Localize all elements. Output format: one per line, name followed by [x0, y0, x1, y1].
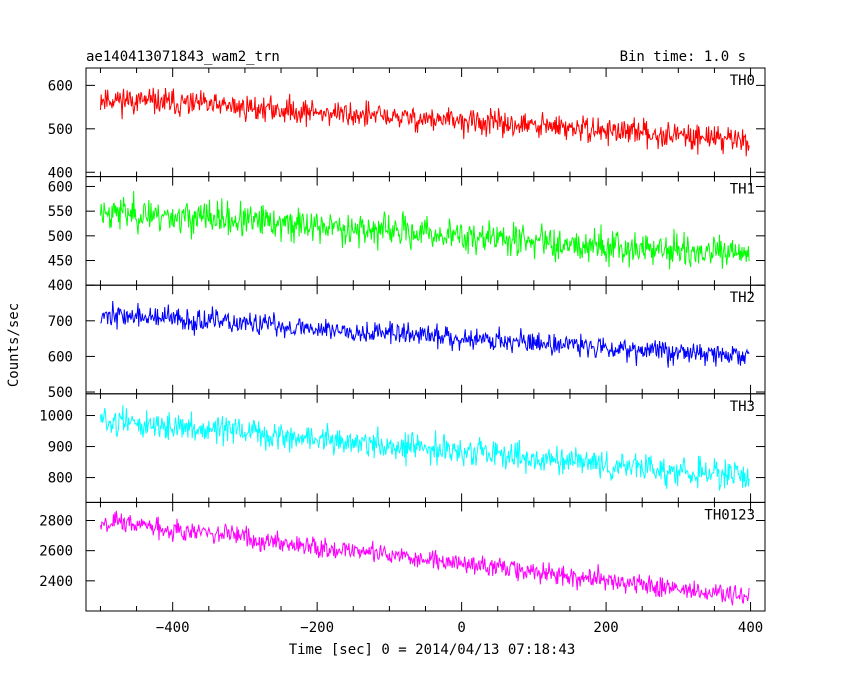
- y-tick-label: 400: [48, 278, 73, 294]
- y-tick-label: 2800: [39, 514, 73, 530]
- panel-frame: [85, 284, 766, 395]
- y-tick-label: 900: [48, 440, 73, 456]
- y-tick-label: 600: [48, 78, 73, 94]
- series-line-th1: [99, 191, 750, 270]
- x-tick-label: 200: [593, 620, 618, 636]
- y-tick-label: 450: [48, 254, 73, 270]
- y-tick-label: 500: [48, 229, 73, 245]
- panel-label-th1: TH1: [730, 182, 755, 198]
- series-line-th2: [100, 300, 750, 368]
- panel-label-th2: TH2: [730, 290, 755, 306]
- y-tick-label: 2600: [39, 544, 73, 560]
- y-tick-label: 600: [48, 179, 73, 195]
- panel-label-th3: TH3: [730, 399, 755, 415]
- panel-label-th0: TH0: [730, 73, 755, 89]
- y-tick-label: 400: [48, 165, 73, 181]
- x-tick-label: 0: [457, 620, 465, 636]
- y-tick-label: 600: [48, 349, 73, 365]
- series-line-th0123: [99, 510, 750, 606]
- panel-frame: [85, 501, 766, 612]
- y-tick-label: 700: [48, 314, 73, 330]
- bin-time-label: Bin time: 1.0 s: [620, 49, 746, 65]
- panel-label-th0123: TH0123: [704, 507, 755, 523]
- series-line-th0: [99, 87, 750, 157]
- y-tick-label: 500: [48, 122, 73, 138]
- y-axis-label: Counts/sec: [6, 303, 22, 387]
- series-line-th3: [99, 405, 750, 491]
- panels-group: TH0 400 500 600 TH1 400 450 500 550 600 TH2 500 600 7…: [39, 67, 766, 636]
- chart-title: ae140413071843_wam2_trn: [86, 49, 280, 65]
- x-axis-label: Time [sec] 0 = 2014/04/13 07:18:43: [289, 642, 576, 658]
- y-tick-label: 2400: [39, 574, 73, 590]
- y-tick-label: 550: [48, 204, 73, 220]
- y-tick-label: 500: [48, 385, 73, 401]
- x-tick-label: −400: [156, 620, 190, 636]
- panel-frame: [85, 393, 766, 503]
- x-tick-label: −200: [300, 620, 334, 636]
- y-tick-label: 1000: [39, 409, 73, 425]
- x-tick-label: 400: [738, 620, 763, 636]
- y-tick-label: 800: [48, 471, 73, 487]
